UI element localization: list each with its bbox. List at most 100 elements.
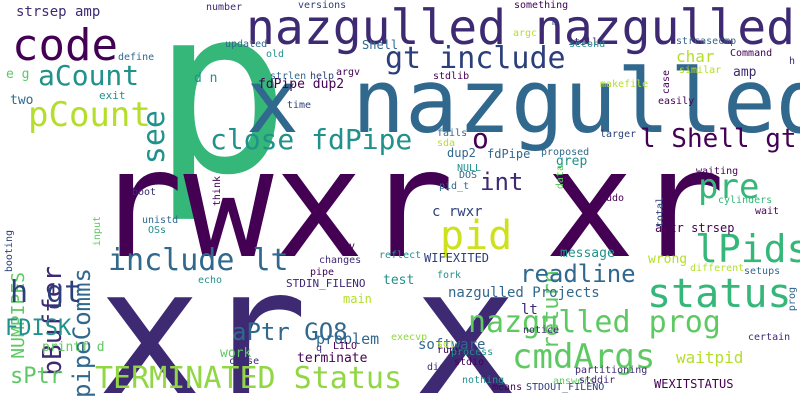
cloud-word: q [316, 343, 323, 354]
cloud-word: pid [440, 213, 513, 259]
cloud-word: amp [733, 65, 757, 80]
cloud-word: grep [556, 154, 588, 169]
cloud-word: rwxr xr [93, 118, 726, 292]
cloud-word: pCount [28, 95, 151, 135]
cloud-word: updated [225, 39, 268, 50]
cloud-word: sPtr [10, 364, 63, 389]
cloud-word: WIFEXITED [424, 251, 490, 265]
cloud-word: second [569, 39, 606, 50]
cloud-word: boot [132, 187, 157, 198]
cloud-word: reflect [379, 250, 422, 261]
cloud-word: d n [194, 71, 218, 86]
cloud-word: still [568, 37, 599, 48]
cloud-word: main [343, 292, 372, 306]
cloud-word: message [560, 246, 615, 261]
cloud-word: exit [99, 89, 126, 102]
cloud-word: aPtr strsep [655, 221, 735, 235]
cloud-word: DOS [459, 170, 478, 181]
cloud-word: x nazgulled [246, 50, 800, 153]
cloud-word: gt include [385, 41, 566, 76]
cloud-word: STDOUT_FILENO [526, 382, 605, 393]
cloud-word: sda [437, 138, 456, 149]
cloud-word: notice [523, 325, 560, 336]
cloud-word: STDIN_FILENO [286, 277, 366, 290]
cloud-word: prog [787, 287, 798, 312]
cloud-word: test [383, 273, 415, 288]
cloud-word: NULL [457, 163, 482, 174]
cloud-word: sudo [600, 193, 625, 204]
cloud-word: makefile [600, 79, 649, 90]
cloud-word: cmdArgs [512, 337, 656, 377]
cloud-word: case [661, 70, 672, 95]
cloud-word: WEXITSTATUS [654, 377, 734, 391]
cloud-word: nazgulled Projects [448, 285, 600, 301]
cloud-word: OSs [148, 225, 167, 236]
cloud-word: dup2 [447, 146, 476, 160]
cloud-word: input [92, 216, 103, 247]
cloud-word: m [552, 17, 559, 28]
cloud-word: int [480, 168, 524, 196]
cloud-word: Shell [362, 38, 399, 52]
cloud-word: disk [427, 362, 452, 373]
cloud-word: lt [521, 302, 538, 318]
cloud-word: different [690, 263, 745, 274]
cloud-word: p [152, 0, 291, 226]
cloud-word: work [220, 346, 252, 361]
cloud-word: fork [437, 270, 462, 281]
cloud-word: changes [319, 255, 362, 266]
cloud-word: Command [730, 48, 773, 59]
cloud-word: unistd [142, 215, 179, 226]
cloud-word: process [451, 347, 494, 358]
cloud-word: l Shell gt [640, 124, 797, 154]
cloud-word: status [647, 271, 792, 317]
cloud-word: runs [437, 345, 462, 356]
cloud-word: stddir [579, 375, 616, 386]
cloud-word: setups [744, 266, 781, 277]
cloud-word: cause [229, 356, 260, 367]
cloud-word: argc [513, 28, 538, 39]
cloud-word: problem [316, 330, 380, 348]
cloud-word: strcasecmp [676, 36, 737, 47]
cloud-word: versions [298, 0, 347, 11]
cloud-word: wrong [648, 252, 688, 267]
cloud-word: software [418, 337, 486, 353]
cloud-word: pre [698, 167, 760, 207]
cloud-word: similar [679, 65, 722, 76]
cloud-word: FDISK [5, 316, 72, 341]
cloud-word: aPtr GO8 [232, 318, 348, 346]
cloud-word: define [118, 52, 155, 63]
cloud-word: execvp [391, 332, 428, 343]
cloud-word: certain [748, 332, 791, 343]
cloud-word: readline [520, 260, 636, 288]
cloud-word: e g [6, 67, 30, 82]
cloud-word: xr x [97, 232, 519, 400]
cloud-word: TERMINATED Status [95, 361, 403, 396]
cloud-word: wait [755, 206, 780, 217]
cloud-word: nothing [462, 375, 505, 386]
cloud-word: o [472, 122, 489, 155]
cloud-word: fdPipe [487, 147, 531, 161]
cloud-word: number [206, 2, 243, 13]
cloud-word: stdio [454, 357, 485, 368]
cloud-word: h gt [10, 275, 83, 310]
cloud-word: c rwxr [432, 204, 483, 220]
cloud-word: aCount [38, 59, 140, 92]
cloud-word: means [492, 382, 523, 393]
cloud-word: waiting [696, 166, 739, 177]
cloud-word: close fdPipe [210, 123, 413, 156]
cloud-word: waitpid [676, 348, 744, 367]
cloud-word: code [12, 20, 118, 71]
cloud-word: two [10, 93, 34, 108]
cloud-word: strsep amp [16, 4, 101, 20]
cloud-word: printf d [42, 340, 105, 355]
cloud-word: cylinders [718, 195, 773, 206]
cloud-word: set [437, 339, 456, 350]
cloud-word: char [676, 47, 715, 66]
cloud-word: fails [437, 128, 468, 139]
cloud-word: argv [336, 67, 361, 78]
cloud-word: LILO [333, 341, 358, 352]
cloud-word: nazgulled prog [468, 305, 721, 340]
cloud-word: booting [4, 230, 15, 273]
cloud-word: larger [600, 129, 637, 140]
cloud-word: total [655, 197, 666, 228]
